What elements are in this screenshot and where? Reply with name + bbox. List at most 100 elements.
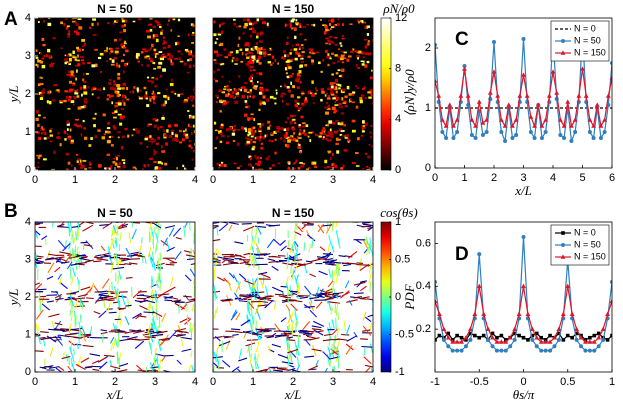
texture [129, 90, 131, 94]
texture [341, 61, 345, 64]
texture [152, 37, 156, 40]
texture [223, 164, 227, 167]
texture [57, 225, 65, 228]
texture [302, 26, 306, 28]
texture [64, 90, 68, 93]
texture [340, 57, 344, 61]
texture [144, 94, 148, 98]
texture [297, 177, 300, 180]
marker [451, 136, 456, 140]
texture [77, 49, 80, 51]
x-tick-label: 3 [330, 174, 336, 186]
texture [257, 128, 262, 131]
texture [256, 284, 260, 296]
texture [52, 222, 54, 228]
texture [208, 130, 212, 132]
texture [290, 81, 293, 85]
texture [264, 373, 271, 375]
texture [148, 23, 153, 26]
texture [248, 77, 253, 81]
texture [374, 314, 376, 324]
y-tick-label: 2 [25, 291, 31, 303]
marker [492, 40, 496, 44]
texture [35, 57, 39, 59]
texture [317, 257, 329, 261]
texture [233, 292, 240, 301]
texture [284, 143, 288, 147]
texture [32, 85, 35, 88]
texture [339, 122, 344, 126]
texture [213, 290, 220, 293]
marker [610, 333, 612, 338]
marker [512, 337, 517, 342]
texture [246, 140, 250, 144]
texture [246, 137, 250, 142]
texture [287, 314, 292, 324]
texture [110, 342, 114, 352]
texture [153, 52, 156, 56]
texture [108, 167, 112, 170]
texture [55, 297, 64, 301]
texture [254, 130, 257, 133]
texture [271, 265, 279, 271]
texture [303, 242, 306, 251]
texture [204, 57, 207, 59]
texture [183, 99, 188, 102]
texture [189, 125, 192, 128]
texture [113, 116, 117, 119]
marker [472, 311, 478, 316]
texture [74, 298, 79, 310]
texture [265, 157, 270, 161]
texture [94, 112, 97, 115]
texture [299, 33, 303, 36]
texture [275, 92, 278, 95]
texture [379, 38, 381, 40]
texture [110, 144, 114, 147]
texture [324, 367, 328, 372]
texture [341, 34, 344, 37]
texture [313, 23, 316, 27]
texture [312, 102, 316, 104]
texture [47, 55, 52, 58]
texture [95, 88, 100, 91]
texture [366, 245, 370, 255]
texture [183, 62, 187, 66]
x-tick-label: 4 [370, 174, 376, 186]
texture [285, 60, 289, 63]
texture [315, 11, 317, 14]
texture [275, 130, 280, 133]
texture [338, 87, 341, 90]
texture [251, 278, 255, 286]
texture [221, 62, 225, 65]
texture [363, 216, 374, 218]
texture [355, 64, 358, 67]
texture [359, 99, 363, 104]
texture [72, 50, 75, 55]
texture [149, 29, 153, 32]
texture [143, 299, 156, 304]
marker [543, 117, 549, 122]
texture [260, 157, 262, 159]
texture [51, 168, 55, 170]
texture [171, 131, 174, 136]
y-tick-label: 2 [425, 42, 431, 54]
texture [230, 375, 236, 376]
texture [66, 152, 69, 156]
texture [70, 139, 74, 143]
texture [332, 97, 337, 100]
texture [362, 223, 373, 227]
texture [300, 60, 305, 63]
texture [249, 34, 252, 38]
texture [122, 70, 125, 74]
x-tick-label: 1 [250, 376, 256, 388]
legend-marker [561, 231, 565, 235]
texture [127, 336, 138, 340]
texture [91, 22, 94, 27]
texture [213, 238, 221, 242]
texture [267, 120, 271, 124]
texture [79, 314, 82, 323]
texture [246, 53, 249, 55]
texture [112, 22, 115, 25]
texture [302, 162, 306, 165]
texture [157, 136, 160, 140]
